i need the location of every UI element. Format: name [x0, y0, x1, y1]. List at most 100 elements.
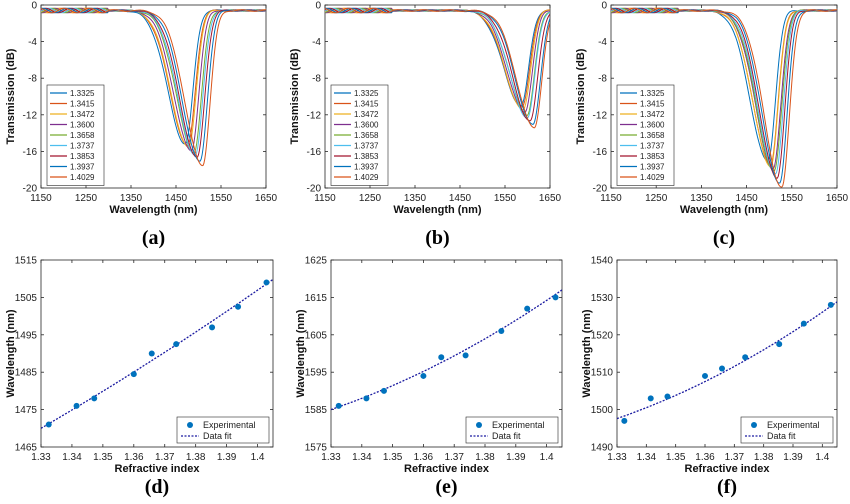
x-tick-label: 1.39 — [783, 452, 803, 463]
y-tick-label: -8 — [28, 74, 37, 85]
plot-area — [325, 7, 550, 129]
x-tick-label: 1550 — [210, 193, 233, 204]
legend-entry: 1.3472 — [354, 110, 379, 119]
legend-entry: 1.3325 — [354, 89, 379, 98]
y-tick-label: 1575 — [305, 443, 328, 454]
data-point — [438, 354, 445, 361]
legend-entry: Experimental — [492, 420, 545, 430]
data-point — [235, 303, 242, 310]
legend-entry: 1.3325 — [70, 89, 95, 98]
y-tick-label: -16 — [23, 147, 38, 158]
data-point — [524, 305, 531, 312]
x-tick-label: 1.39 — [506, 452, 526, 463]
legend-entry: 1.3937 — [640, 163, 665, 172]
legend-entry: 1.3737 — [354, 142, 379, 151]
y-tick-label: -4 — [598, 37, 607, 48]
x-tick-label: 1650 — [539, 193, 562, 204]
y-tick-label: -16 — [593, 147, 608, 158]
y-tick-label: 1595 — [305, 368, 328, 379]
x-tick-label: 1650 — [255, 193, 278, 204]
panel-label: (d) — [145, 476, 169, 498]
legend-entry: 1.3415 — [70, 100, 95, 109]
y-axis-label: Wavelength (nm) — [5, 309, 17, 398]
data-point — [827, 301, 834, 308]
y-tick-label: 1475 — [15, 405, 38, 416]
x-tick-label: 1150 — [600, 193, 622, 204]
x-tick-label: 1550 — [494, 193, 517, 204]
chart-panel-c: 1150 1250 1350 1450 1550 1650 0 -4 -8 -12 -16 -20 Wa… — [575, 1, 849, 250]
x-tick-label: 1.4 — [815, 452, 829, 463]
chart-panel-d: 1.33 1.34 1.35 1.36 1.37 1.38 1.39 1.4 1465 1475 1… — [5, 256, 274, 498]
data-point — [209, 324, 216, 331]
x-tick-label: 1250 — [645, 193, 668, 204]
y-tick-label: -20 — [307, 184, 322, 195]
legend-entry: Data fit — [492, 431, 521, 441]
data-point — [647, 395, 654, 402]
data-point — [719, 365, 726, 372]
data-point — [45, 421, 52, 428]
x-tick-label: 1.37 — [444, 452, 464, 463]
x-tick-label: 1.36 — [414, 452, 434, 463]
plot-frame — [616, 259, 838, 448]
x-axis-label: Refractive index — [115, 463, 201, 475]
legend-marker — [476, 422, 482, 428]
y-tick-label: 1585 — [305, 405, 328, 416]
data-point — [420, 372, 427, 379]
x-tick-label: 1350 — [404, 193, 427, 204]
data-point — [742, 354, 749, 361]
plot-area — [331, 289, 562, 411]
x-tick-label: 1.36 — [124, 452, 144, 463]
legend-box — [465, 416, 559, 444]
legend-entry: 1.3937 — [354, 163, 379, 172]
plot-area — [617, 301, 837, 424]
panel-label: (c) — [713, 227, 735, 249]
x-axis-label: Wavelength (nm) — [680, 204, 769, 216]
data-point — [91, 395, 98, 402]
chart-panel-a: 1150 1250 1350 1450 1550 1650 0 -4 -8 -12 -16 -20 Wa… — [5, 1, 278, 250]
y-tick-label: 1485 — [15, 368, 38, 379]
y-axis-label: Wavelength (nm) — [581, 309, 593, 398]
data-point — [363, 395, 370, 402]
x-tick-label: 1.35 — [93, 452, 113, 463]
x-tick-label: 1.38 — [754, 452, 774, 463]
x-axis-label: Wavelength (nm) — [393, 204, 482, 216]
y-axis-label: Transmission (dB) — [289, 48, 301, 144]
legend-entry: 1.3853 — [70, 152, 95, 161]
legend-entry: 1.3415 — [640, 100, 665, 109]
x-tick-label: 1.33 — [321, 452, 341, 463]
x-tick-label: 1.37 — [725, 452, 745, 463]
x-tick-label: 1.33 — [31, 452, 51, 463]
y-tick-label: 0 — [601, 1, 607, 12]
y-tick-label: -20 — [593, 184, 608, 195]
data-point — [702, 372, 708, 379]
y-tick-label: 1515 — [15, 256, 38, 267]
panel-label: (e) — [435, 476, 457, 498]
y-tick-label: 0 — [315, 1, 321, 12]
data-point — [776, 341, 783, 348]
y-tick-label: 1505 — [15, 293, 38, 304]
data-point — [462, 352, 469, 359]
x-tick-label: 1.39 — [217, 452, 237, 463]
y-axis-label: Transmission (dB) — [5, 48, 17, 144]
legend-entry: Data fit — [203, 431, 232, 441]
y-tick-label: -4 — [312, 37, 321, 48]
x-tick-label: 1450 — [165, 193, 188, 204]
legend-entry: 1.3472 — [640, 110, 665, 119]
chart-panel-f: 1.33 1.34 1.35 1.36 1.37 1.38 1.39 1.4 1490 1500 1… — [581, 256, 838, 498]
x-tick-label: 1.38 — [475, 452, 495, 463]
x-tick-label: 1550 — [781, 193, 804, 204]
legend-entry: 1.3325 — [640, 89, 665, 98]
panel-label: (a) — [142, 227, 165, 249]
x-axis-label: Wavelength (nm) — [109, 204, 198, 216]
y-tick-label: 1500 — [591, 405, 614, 416]
legend-entry: 1.3937 — [70, 163, 95, 172]
x-tick-label: 1350 — [120, 193, 143, 204]
y-tick-label: 1605 — [305, 330, 328, 341]
y-tick-label: -8 — [598, 74, 607, 85]
legend-entry: 1.3600 — [354, 121, 379, 130]
x-tick-label: 1.35 — [383, 452, 403, 463]
x-tick-label: 1450 — [735, 193, 758, 204]
legend-entry: 1.3737 — [640, 142, 665, 151]
x-tick-label: 1.37 — [155, 452, 175, 463]
